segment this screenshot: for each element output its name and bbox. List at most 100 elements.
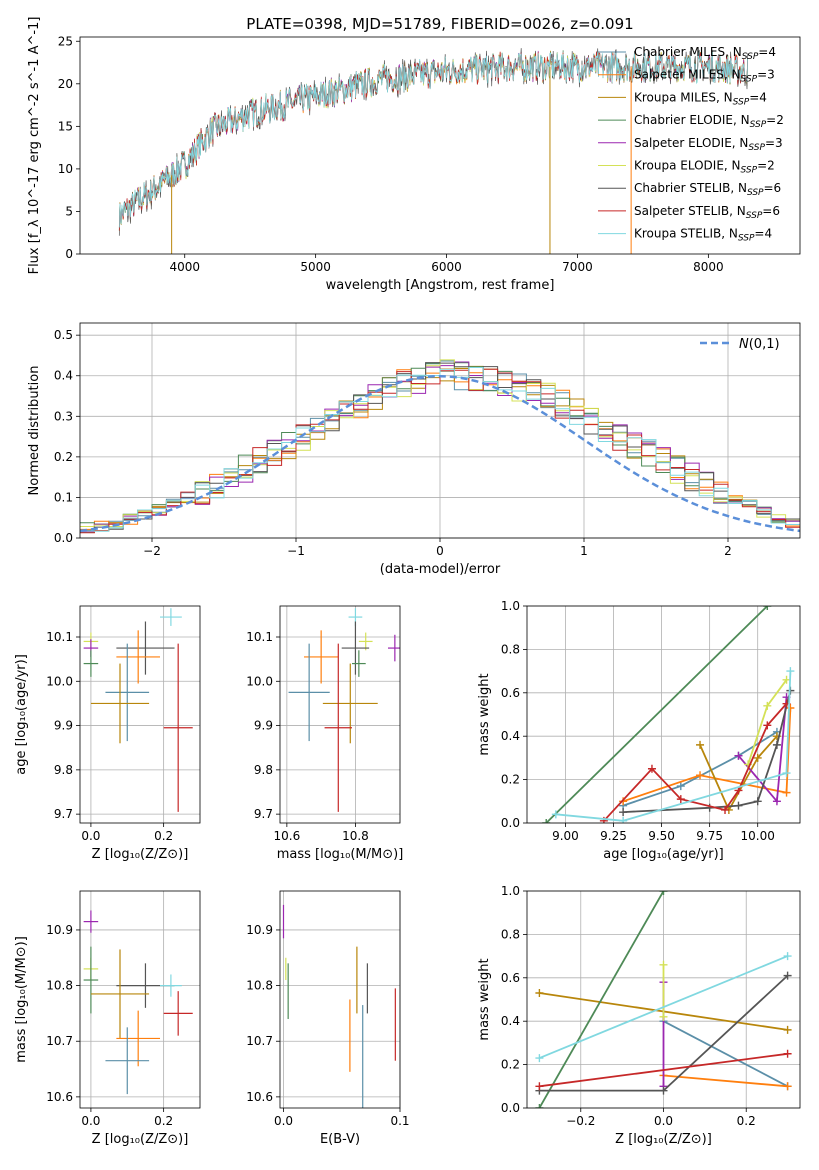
mass-weight-marker bbox=[783, 1082, 792, 1091]
x-tick-label: 4000 bbox=[169, 260, 200, 274]
x-tick-label: 9.50 bbox=[648, 829, 675, 843]
axes-frame bbox=[526, 605, 801, 824]
x-tick-label: 2 bbox=[724, 544, 732, 558]
mass-weight-line bbox=[663, 1020, 789, 1088]
mass-weight-line bbox=[555, 671, 792, 822]
y-tick-label: 10.8 bbox=[246, 979, 273, 993]
mass-weight-marker bbox=[705, 803, 714, 812]
x-tick-label: −2 bbox=[143, 544, 161, 558]
y-tick-label: 9.7 bbox=[254, 807, 273, 821]
chart-4: 9.00 9.25 9.50 9.75 10.00 0.0 0.2 0.4 0.6 0.8 1.0 a… bbox=[477, 599, 801, 862]
mass-weight-marker bbox=[753, 797, 762, 806]
mass-weight-marker bbox=[542, 819, 551, 823]
x-tick-label: 0 bbox=[436, 544, 444, 558]
mass-weight-line bbox=[622, 731, 778, 807]
y-tick-label: 9.9 bbox=[54, 719, 73, 733]
chart-3: 10.6 10.8 9.7 9.8 9.9 10.0 10.1 mass [log₁₀(M/M… bbox=[246, 605, 404, 862]
mass-weight-marker bbox=[763, 721, 772, 730]
mass-weight-marker bbox=[676, 795, 685, 804]
mass-weight-marker bbox=[782, 769, 791, 778]
legend-entry: Salpeter STELIB, NSSP=6 bbox=[634, 204, 780, 221]
mass-weight-marker bbox=[783, 971, 792, 980]
x-tick-label: 0.2 bbox=[737, 1114, 756, 1128]
x-tick-label: 9.75 bbox=[696, 829, 723, 843]
x-tick-label: 0.2 bbox=[154, 829, 173, 843]
mass-weight-marker bbox=[676, 782, 685, 791]
legend-entry: Salpeter MILES, NSSP=3 bbox=[634, 68, 775, 85]
legend-entry: Chabrier STELIB, NSSP=6 bbox=[634, 181, 781, 198]
y-tick-label: 1.0 bbox=[501, 884, 520, 898]
x-tick-label: 0.0 bbox=[654, 1114, 673, 1128]
y-tick-label: 0.4 bbox=[54, 369, 73, 383]
x-tick-label: 10.6 bbox=[273, 829, 300, 843]
y-tick-label: 10.6 bbox=[46, 1090, 73, 1104]
y-tick-label: 20 bbox=[58, 77, 73, 91]
y-tick-label: 9.9 bbox=[254, 719, 273, 733]
y-tick-label: 0.8 bbox=[501, 642, 520, 656]
axes-frame bbox=[279, 890, 401, 1109]
mass-weight-line bbox=[699, 735, 778, 813]
x-tick-label: 0.0 bbox=[81, 829, 100, 843]
axes-frame bbox=[79, 890, 201, 1109]
x-tick-label: 0.2 bbox=[154, 1114, 173, 1128]
axes-frame bbox=[279, 605, 401, 824]
mass-weight-marker bbox=[619, 816, 628, 823]
legend-entry: Chabrier MILES, NSSP=4 bbox=[634, 45, 776, 62]
x-tick-label: 0.0 bbox=[274, 1114, 293, 1128]
mass-weight-marker bbox=[734, 751, 743, 760]
y-tick-label: 0.4 bbox=[501, 1014, 520, 1028]
x-axis-label: mass [log₁₀(M/M⊙)] bbox=[277, 847, 404, 862]
mass-weight-marker bbox=[551, 810, 560, 819]
histogram-step bbox=[80, 367, 800, 532]
mass-weight-marker bbox=[659, 891, 668, 895]
y-tick-label: 0.2 bbox=[501, 1058, 520, 1072]
spectrum-line bbox=[118, 51, 748, 228]
plot-area bbox=[282, 904, 396, 1108]
x-tick-label: −1 bbox=[287, 544, 305, 558]
mass-weight-marker bbox=[696, 771, 705, 780]
y-tick-label: 0.5 bbox=[54, 328, 73, 342]
y-tick-label: 9.8 bbox=[54, 763, 73, 777]
plot-area bbox=[535, 891, 792, 1108]
y-tick-label: 0.6 bbox=[501, 971, 520, 985]
x-axis-label: (data-model)/error bbox=[380, 562, 501, 577]
histogram-step bbox=[80, 362, 800, 531]
mass-weight-marker bbox=[783, 952, 792, 961]
y-tick-label: 0.0 bbox=[501, 816, 520, 830]
mass-weight-line bbox=[663, 1074, 788, 1088]
y-axis-label: age [log₁₀(age/yr)] bbox=[14, 654, 29, 775]
y-tick-label: 10.8 bbox=[46, 979, 73, 993]
y-tick-label: 0.2 bbox=[501, 773, 520, 787]
plots-container: 4000 5000 6000 7000 80000510152025wavelength… bbox=[14, 17, 801, 1147]
mass-weight-line bbox=[623, 690, 792, 813]
axes-frame bbox=[79, 36, 801, 255]
x-tick-label: −0.2 bbox=[566, 1114, 595, 1128]
mass-weight-marker bbox=[772, 740, 781, 749]
y-tick-label: 15 bbox=[58, 119, 73, 133]
gaussian-curve bbox=[80, 374, 800, 533]
x-tick-label: 5000 bbox=[300, 260, 331, 274]
mass-weight-line bbox=[539, 1052, 788, 1088]
x-tick-label: 1 bbox=[580, 544, 588, 558]
mass-weight-marker bbox=[535, 1082, 544, 1091]
y-tick-label: 10.9 bbox=[246, 923, 273, 937]
y-tick-label: 9.8 bbox=[254, 763, 273, 777]
chart-1: −2 −1 0 1 2 0.0 0.1 0.2 0.3 0.4 0.5 (data-model)/er… bbox=[27, 322, 801, 577]
mass-weight-marker bbox=[721, 805, 730, 814]
y-tick-label: 0 bbox=[65, 247, 73, 261]
y-tick-label: 0.0 bbox=[501, 1101, 520, 1115]
y-axis-label: mass weight bbox=[477, 673, 492, 755]
y-tick-label: 25 bbox=[58, 34, 73, 48]
y-tick-label: 10.1 bbox=[246, 630, 273, 644]
mass-weight-marker bbox=[659, 1086, 668, 1095]
chart-6: 0.0 0.1 10.6 10.7 10.8 10.9 E(B-V) bbox=[246, 890, 410, 1147]
y-tick-label: 10.6 bbox=[246, 1090, 273, 1104]
y-tick-label: 10.9 bbox=[46, 923, 73, 937]
legend-entry: Kroupa MILES, NSSP=4 bbox=[634, 90, 767, 107]
mass-weight-marker bbox=[535, 1054, 544, 1063]
chart-0: 4000 5000 6000 7000 8000 0 5 10 15 20 25 wavelength… bbox=[27, 17, 801, 293]
mass-weight-marker bbox=[763, 606, 772, 610]
mass-weight-marker bbox=[659, 1012, 668, 1021]
y-tick-label: 0.2 bbox=[54, 450, 73, 464]
y-tick-label: 10.7 bbox=[46, 1034, 73, 1048]
